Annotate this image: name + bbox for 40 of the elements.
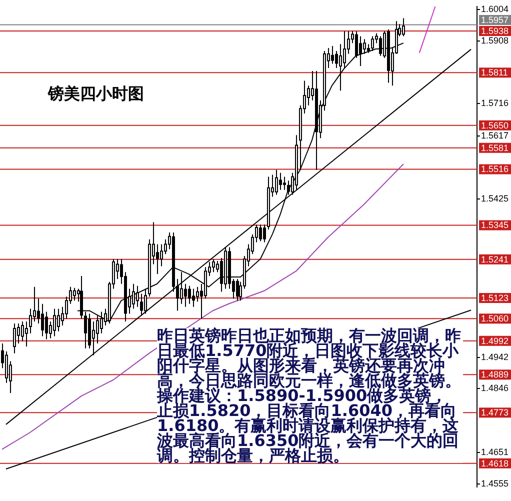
ref-line-label: 1.5123 — [481, 292, 509, 303]
candlestick — [335, 50, 338, 68]
ref-line-label: 1.5957 — [481, 14, 509, 25]
ref-line-label: 1.4992 — [481, 336, 509, 346]
candlestick — [236, 278, 239, 302]
ref-line-label: 1.5938 — [481, 26, 509, 36]
candlestick — [45, 311, 48, 340]
ref-line-label: 1.5516 — [481, 164, 509, 174]
y-tick-label: 1.5908 — [481, 35, 509, 46]
ref-line-label: 1.5060 — [481, 314, 509, 324]
y-tick-label: 1.4942 — [481, 352, 509, 362]
candlestick — [287, 180, 290, 196]
y-tick-label: 1.6004 — [481, 4, 509, 14]
ref-line-label: 1.5650 — [481, 120, 509, 130]
candlestick — [184, 283, 187, 308]
text: 镑美四小时图 — [48, 84, 144, 105]
candlestick — [279, 172, 282, 190]
candlestick — [188, 285, 191, 304]
ref-line-label: 1.5345 — [481, 220, 509, 230]
y-tick-label: 1.4651 — [481, 447, 509, 458]
ref-line-label: 1.5811 — [481, 68, 508, 78]
candlestick — [259, 224, 262, 242]
text: 昨日英镑昨日也正如预期，有一波回调，昨日最低1.5770附近，日图收下影线较长小阳什字星。从图形来看，英镑还要再次冲高，今日思路同欧元一样，逢低做多英镑。操作建议：1.5890-1.5900做多英镑，止损1.5820，目标看向1.6040，再看向1.6180。有赢利时请设赢利保护持有，这波最高看向1.6350附近，会有一个大的回调。控制仓量，严格止损。 — [157, 326, 461, 465]
y-tick-label: 1.4555 — [481, 478, 509, 489]
candlestick — [156, 244, 159, 275]
ref-line-label: 1.5581 — [481, 142, 509, 153]
ref-line-label: 1.4773 — [481, 408, 509, 418]
candlestick — [41, 303, 44, 337]
ref-line-label: 1.4618 — [481, 458, 509, 468]
ref-line-label: 1.4889 — [481, 370, 509, 380]
candlestick — [192, 288, 195, 308]
candlestick — [283, 176, 286, 190]
candlestick — [331, 46, 334, 64]
candlestick — [263, 224, 266, 243]
y-tick-label: 1.4846 — [481, 383, 509, 394]
y-tick-label: 1.5425 — [481, 194, 509, 204]
candlestick — [140, 293, 143, 316]
ref-line-label: 1.5241 — [481, 254, 509, 264]
y-tick-label: 1.5617 — [481, 130, 509, 141]
y-tick-label: 1.5716 — [481, 98, 509, 108]
